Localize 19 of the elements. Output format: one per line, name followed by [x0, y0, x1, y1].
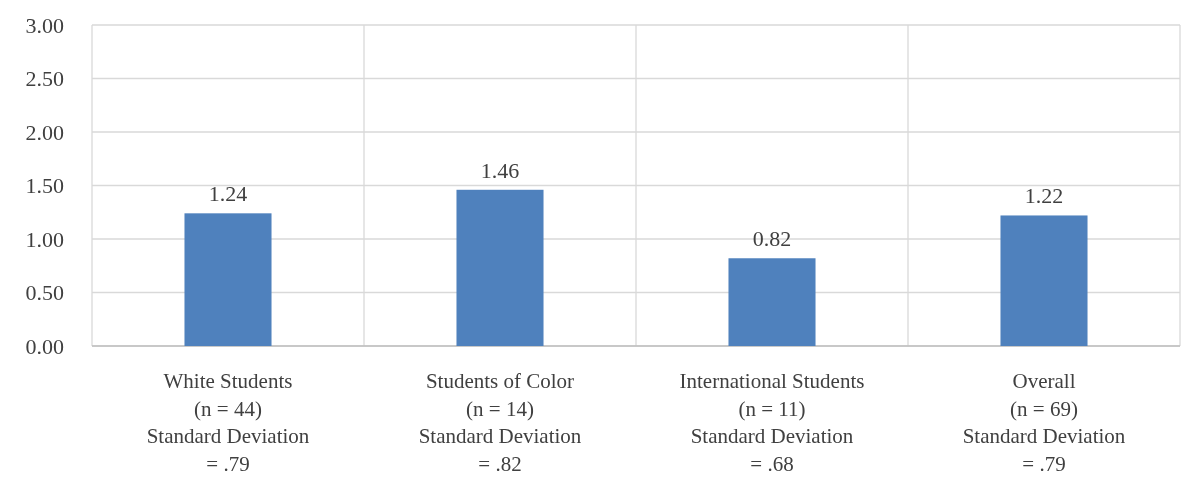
x-tick-label: International Students (n = 11) Standard Deviation = .68: [679, 369, 865, 476]
bar: [184, 213, 272, 346]
y-tick-label: 3.00: [25, 12, 64, 38]
data-label: 1.22: [1024, 183, 1064, 209]
y-tick-label: 2.00: [25, 119, 64, 145]
y-tick-label: 1.50: [25, 173, 64, 199]
bar: [728, 258, 816, 346]
x-tick-label: Overall (n = 69) Standard Deviation = .79: [962, 369, 1126, 476]
bar: [1000, 215, 1088, 346]
data-label: 1.46: [480, 157, 520, 183]
data-label: 1.24: [208, 181, 248, 207]
x-tick-label: White Students (n = 44) Standard Deviation = .79: [146, 369, 310, 476]
data-label: 0.82: [752, 226, 792, 252]
y-tick-label: 0.00: [25, 333, 64, 359]
y-tick-label: 2.50: [25, 66, 64, 92]
y-tick-label: 0.50: [25, 280, 64, 306]
x-tick-label: Students of Color (n = 14) Standard Deviation = .82: [418, 369, 582, 476]
y-tick-label: 1.00: [25, 226, 64, 252]
bar: [456, 189, 544, 346]
